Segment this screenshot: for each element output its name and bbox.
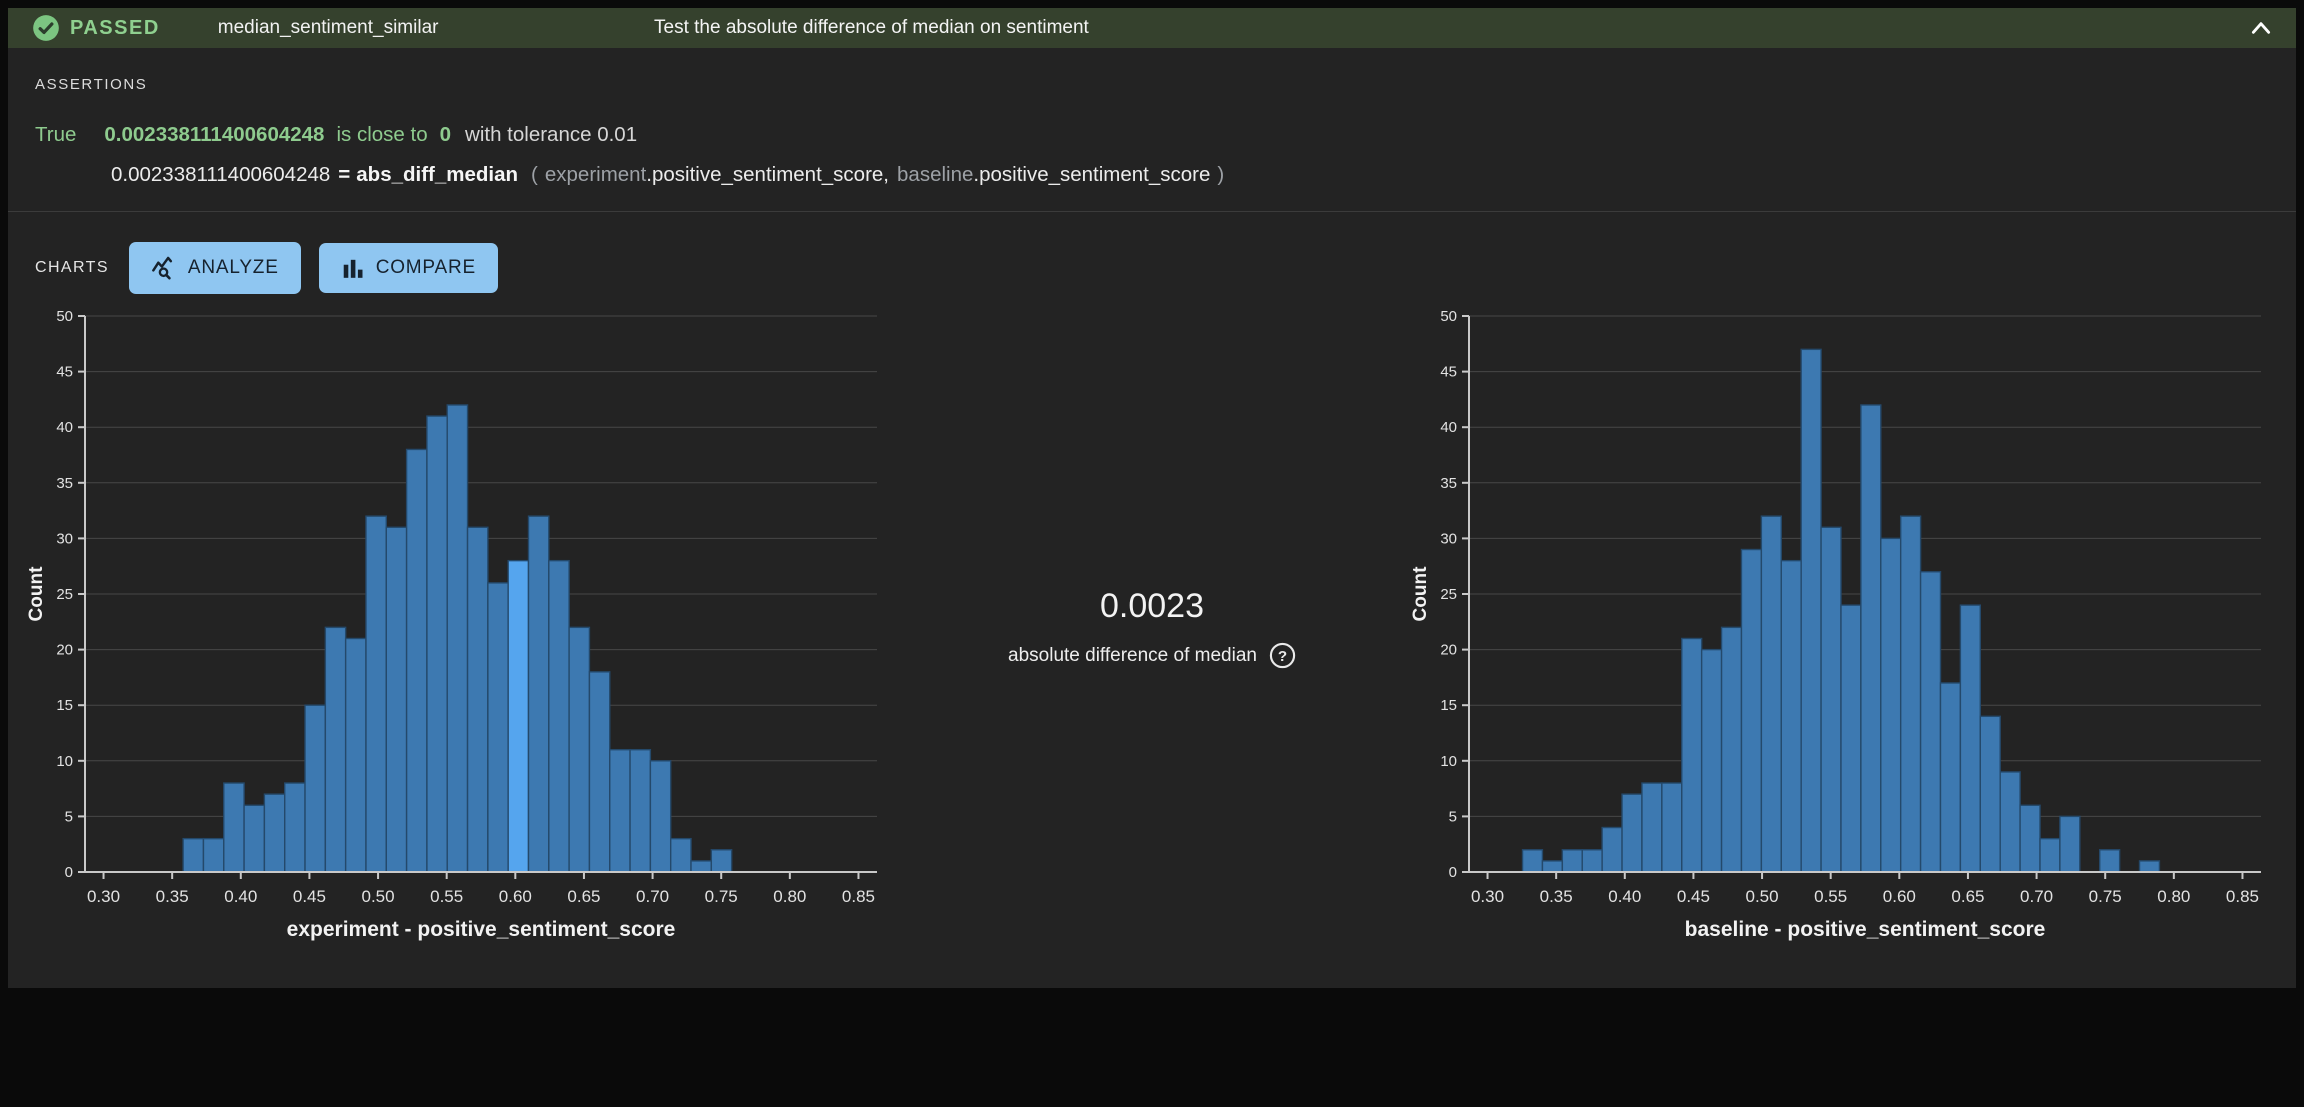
svg-text:30: 30	[1440, 530, 1457, 547]
svg-text:0.55: 0.55	[1814, 887, 1847, 906]
svg-text:45: 45	[56, 364, 73, 381]
svg-text:20: 20	[1440, 642, 1457, 659]
assertion-target: 0	[439, 123, 452, 146]
svg-text:50: 50	[1440, 308, 1457, 325]
formula-arg2-rest: .positive_sentiment_score	[973, 163, 1211, 186]
svg-text:15: 15	[56, 697, 73, 714]
svg-text:0.65: 0.65	[567, 887, 600, 906]
svg-text:35: 35	[1440, 475, 1457, 492]
svg-text:0.75: 0.75	[705, 887, 738, 906]
svg-text:40: 40	[56, 419, 73, 436]
svg-text:25: 25	[1440, 586, 1457, 603]
svg-text:10: 10	[56, 753, 73, 770]
formula-function: abs_diff_median	[356, 163, 519, 186]
svg-text:5: 5	[1449, 808, 1457, 825]
formula-arg2-prefix: baseline	[897, 163, 974, 186]
analyze-chart-icon	[151, 255, 177, 281]
svg-text:baseline - positive_sentiment_: baseline - positive_sentiment_score	[1685, 918, 2046, 941]
assertion-value: 0.002338111400604248	[104, 123, 325, 146]
svg-text:0.40: 0.40	[224, 887, 257, 906]
charts-section-label: CHARTS	[35, 259, 109, 276]
bar-chart-icon	[341, 256, 365, 280]
check-circle-icon	[32, 14, 60, 42]
assertion-result: True	[35, 123, 77, 146]
status-label: PASSED	[70, 16, 160, 39]
test-result-panel: PASSED median_sentiment_similar Test the…	[8, 8, 2296, 988]
svg-text:Count: Count	[1410, 566, 1431, 622]
test-header: PASSED median_sentiment_similar Test the…	[8, 8, 2296, 48]
assertion-formula-line: 0.002338111400604248 = abs_diff_median (…	[111, 163, 2269, 187]
svg-text:0.60: 0.60	[1883, 887, 1916, 906]
svg-text:0.85: 0.85	[2226, 887, 2259, 906]
formula-arg1-rest: .positive_sentiment_score,	[646, 163, 890, 186]
svg-text:0.35: 0.35	[156, 887, 189, 906]
baseline-histogram[interactable]: 0 5 10 15 20 25 30 35 40 45 50 0.30 0.35 0.40 0.45 0.50…	[1409, 304, 2279, 952]
svg-text:0.75: 0.75	[2089, 887, 2122, 906]
test-name: median_sentiment_similar	[217, 17, 439, 38]
metric-panel: 0.0023 absolute difference of median ?	[895, 304, 1409, 962]
svg-text:0.80: 0.80	[773, 887, 806, 906]
svg-text:0.50: 0.50	[362, 887, 395, 906]
svg-text:35: 35	[56, 475, 73, 492]
charts-row: 0 5 10 15 20 25 30 35 40 45 50 0.30 0.35 0.40 0.45 0.50…	[8, 294, 2296, 988]
svg-text:0.70: 0.70	[2020, 887, 2053, 906]
analyze-button-label: ANALYZE	[187, 257, 279, 278]
formula-arg1-prefix: experiment	[544, 163, 647, 186]
svg-text:?: ?	[1278, 648, 1287, 665]
assertion-tolerance: with tolerance 0.01	[465, 123, 638, 146]
svg-text:0.65: 0.65	[1951, 887, 1984, 906]
svg-text:40: 40	[1440, 419, 1457, 436]
svg-text:45: 45	[1440, 364, 1457, 381]
svg-text:5: 5	[65, 808, 73, 825]
assertion-comparison: is close to	[336, 123, 428, 146]
formula-close-paren: )	[1217, 163, 1225, 186]
compare-button[interactable]: COMPARE	[318, 243, 498, 293]
svg-text:0.80: 0.80	[2157, 887, 2190, 906]
chevron-up-icon	[2249, 16, 2273, 40]
analyze-button[interactable]: ANALYZE	[128, 242, 301, 294]
svg-text:0.85: 0.85	[842, 887, 875, 906]
svg-text:0.55: 0.55	[430, 887, 463, 906]
help-icon[interactable]: ?	[1269, 642, 1296, 669]
svg-text:0.30: 0.30	[1471, 887, 1504, 906]
assertions-section: ASSERTIONS True 0.002338111400604248 is …	[8, 48, 2296, 187]
svg-text:0.45: 0.45	[293, 887, 326, 906]
svg-text:0.70: 0.70	[636, 887, 669, 906]
svg-text:10: 10	[1440, 753, 1457, 770]
svg-text:0.60: 0.60	[499, 887, 532, 906]
svg-text:0: 0	[1449, 864, 1457, 881]
collapse-button[interactable]	[2246, 14, 2276, 44]
compare-button-label: COMPARE	[375, 257, 476, 278]
metric-value: 0.0023	[1100, 587, 1204, 625]
svg-text:20: 20	[56, 642, 73, 659]
svg-text:50: 50	[56, 308, 73, 325]
formula-open-paren: (	[531, 163, 538, 186]
svg-text:0: 0	[65, 864, 73, 881]
svg-text:0.30: 0.30	[87, 887, 120, 906]
formula-equals: =	[338, 163, 351, 186]
svg-text:0.50: 0.50	[1746, 887, 1779, 906]
section-divider	[8, 211, 2296, 212]
experiment-histogram[interactable]: 0 5 10 15 20 25 30 35 40 45 50 0.30 0.35 0.40 0.45 0.50…	[25, 304, 895, 952]
svg-text:30: 30	[56, 530, 73, 547]
assertions-section-label: ASSERTIONS	[35, 76, 148, 93]
svg-text:25: 25	[56, 586, 73, 603]
svg-text:0.35: 0.35	[1540, 887, 1573, 906]
svg-text:experiment - positive_sentimen: experiment - positive_sentiment_score	[287, 918, 676, 941]
assertion-result-line: True 0.002338111400604248 is close to 0 …	[35, 123, 2269, 147]
metric-label: absolute difference of median	[1008, 644, 1257, 666]
formula-lhs: 0.002338111400604248	[111, 163, 331, 186]
svg-text:0.40: 0.40	[1608, 887, 1641, 906]
svg-text:0.45: 0.45	[1677, 887, 1710, 906]
svg-text:Count: Count	[26, 566, 47, 622]
status-badge: PASSED	[32, 14, 160, 42]
test-description: Test the absolute difference of median o…	[654, 17, 1089, 38]
metric-label-row: absolute difference of median ?	[1008, 642, 1296, 669]
charts-toolbar: CHARTS ANALYZE COMPARE	[8, 212, 2296, 294]
svg-text:15: 15	[1440, 697, 1457, 714]
